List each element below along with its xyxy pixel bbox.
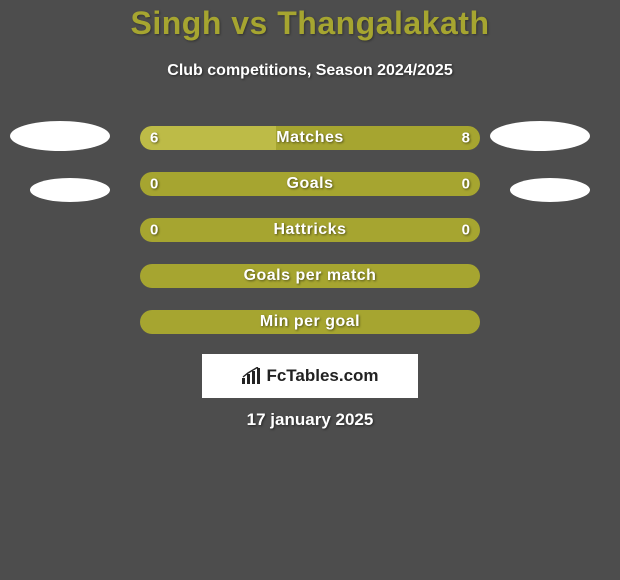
- stat-label: Goals: [140, 175, 480, 193]
- page-title: Singh vs Thangalakath: [0, 5, 620, 42]
- stat-label: Goals per match: [140, 267, 480, 285]
- stat-row: Min per goal: [140, 310, 480, 334]
- stat-value-right: 0: [462, 176, 470, 193]
- stat-label: Matches: [140, 129, 480, 147]
- stat-value-left: 0: [150, 176, 158, 193]
- comparison-card: Singh vs Thangalakath Club competitions,…: [0, 0, 620, 580]
- stat-row: Hattricks0 0: [140, 218, 480, 242]
- date: 17 january 2025: [0, 410, 620, 430]
- decorative-oval: [510, 178, 590, 202]
- stat-row: Goals per match: [140, 264, 480, 288]
- decorative-oval: [30, 178, 110, 202]
- decorative-oval: [10, 121, 110, 151]
- stat-value-right: 8: [462, 130, 470, 147]
- subtitle: Club competitions, Season 2024/2025: [0, 62, 620, 80]
- stat-label: Min per goal: [140, 313, 480, 331]
- stat-value-left: 6: [150, 130, 158, 147]
- stat-label: Hattricks: [140, 221, 480, 239]
- logo-text: FcTables.com: [266, 366, 378, 386]
- logo: FcTables.com: [241, 366, 378, 386]
- stat-value-left: 0: [150, 222, 158, 239]
- stat-row: Goals0 0: [140, 172, 480, 196]
- stat-value-right: 0: [462, 222, 470, 239]
- logo-box: FcTables.com: [202, 354, 418, 398]
- decorative-oval: [490, 121, 590, 151]
- chart-icon: [241, 367, 263, 385]
- stat-row: Matches6 8: [140, 126, 480, 150]
